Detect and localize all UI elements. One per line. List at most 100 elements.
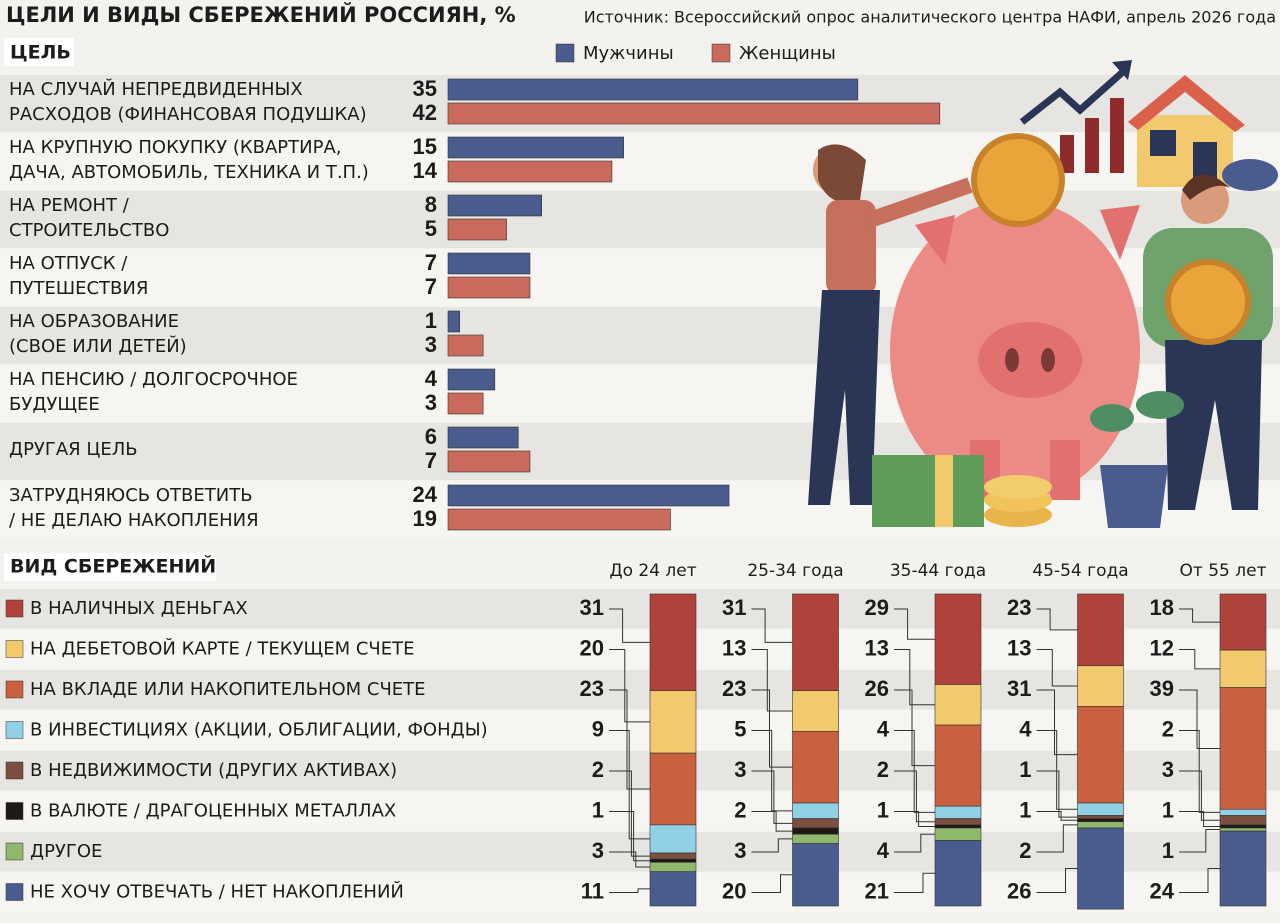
legend-swatch [711, 43, 731, 63]
bar [447, 426, 519, 449]
category-label: ДРУГАЯ ЦЕЛЬ [9, 439, 138, 460]
value-label: 39 [1150, 676, 1174, 701]
legend-swatch [5, 802, 24, 820]
bar [447, 508, 671, 531]
bar [447, 450, 531, 473]
value-label: 9 [592, 716, 604, 741]
category-label: СТРОИТЕЛЬСТВО [9, 220, 169, 241]
value-label: 14 [413, 158, 438, 183]
leader-line [1036, 770, 1078, 818]
segment [1077, 818, 1124, 823]
segment [792, 802, 839, 819]
value-label: 26 [865, 676, 889, 701]
row-band [0, 710, 1280, 750]
category-label: БУДУЩЕЕ [9, 394, 100, 415]
value-label: 13 [722, 635, 746, 660]
category-label: НА СЛУЧАЙ НЕПРЕДВИДЕННЫХ [9, 78, 303, 100]
value-label: 1 [1019, 757, 1031, 782]
leader-line [1036, 689, 1078, 756]
leader-line [894, 689, 935, 767]
leader-line [1179, 811, 1220, 827]
group-label: От 55 лет [1180, 561, 1267, 581]
leader-line [1179, 649, 1220, 670]
plot: Мужчины Женщины НА СЛУЧАЙ НЕПРЕДВИДЕННЫХ РА… [5, 43, 1267, 910]
legend-swatch [5, 680, 24, 699]
section-box [4, 38, 74, 66]
value-label: 5 [425, 216, 437, 241]
value-label: 23 [580, 676, 604, 701]
segment [792, 843, 839, 907]
value-label: 31 [722, 595, 746, 620]
segment [1077, 706, 1124, 804]
value-label: 23 [1007, 595, 1031, 620]
leader-line [1036, 608, 1078, 631]
value-label: 6 [425, 424, 437, 449]
legend-swatch [5, 599, 24, 618]
legend-swatch [555, 43, 575, 63]
value-label: 1 [592, 797, 604, 822]
leader-line [1036, 649, 1078, 687]
segment [1219, 687, 1267, 810]
segment [1219, 649, 1267, 688]
legend-label: В ИНВЕСТИЦИЯХ (АКЦИИ, ОБЛИГАЦИИ, ФОНДЫ) [30, 720, 488, 741]
value-label: 20 [722, 878, 746, 903]
segment [792, 593, 839, 692]
leader-line [894, 872, 935, 893]
leader-line [609, 608, 650, 643]
segment [1077, 821, 1124, 829]
bar [447, 368, 496, 391]
segment [1219, 824, 1267, 829]
legend-label: В НЕДВИЖИМОСТИ (ДРУГИХ АКТИВАХ) [30, 760, 397, 781]
segment [934, 593, 982, 685]
row-band [0, 589, 1280, 629]
segment [1077, 815, 1124, 819]
value-label: 31 [1007, 676, 1031, 701]
leader-line [1036, 868, 1078, 893]
value-label: 2 [1162, 716, 1174, 741]
category-label: НА ПЕНСИЮ / ДОЛГОСРОЧНОЕ [9, 369, 298, 390]
value-label: 4 [1019, 716, 1032, 741]
value-label: 4 [877, 716, 890, 741]
segment [649, 593, 697, 692]
value-label: 7 [425, 448, 437, 473]
category-label: РАСХОДОВ (ФИНАНСОВАЯ ПОДУШКА) [9, 104, 367, 125]
segment [1077, 593, 1124, 667]
category-label: ПУТЕШЕСТВИЯ [9, 278, 148, 299]
value-label: 2 [734, 797, 746, 822]
category-label: НА КРУПНУЮ ПОКУПКУ (КВАРТИРА, [9, 137, 342, 158]
segment [649, 862, 697, 872]
value-label: 13 [1007, 635, 1031, 660]
leader-line [751, 770, 793, 824]
title: ЦЕЛИ И ВИДЫ СБЕРЕЖЕНИЙ РОССИЯН, % [6, 2, 516, 27]
legend-swatch [5, 721, 24, 739]
segment [1219, 827, 1267, 832]
category-label: / НЕ ДЕЛАЮ НАКОПЛЕНИЯ [9, 510, 259, 531]
value-label: 1 [425, 308, 437, 333]
value-label: 1 [1162, 838, 1174, 863]
legend-label: В ВАЛЮТЕ / ДРАГОЦЕННЫХ МЕТАЛЛАХ [30, 801, 396, 822]
legend-label: Мужчины [583, 43, 674, 64]
legend-swatch [5, 640, 24, 658]
value-label: 24 [413, 482, 438, 507]
segment [1219, 593, 1267, 651]
leader-line [1179, 868, 1220, 893]
leader-line [894, 770, 935, 823]
bar [447, 136, 624, 159]
value-label: 31 [580, 595, 604, 620]
bar [447, 310, 461, 333]
value-label: 2 [592, 757, 604, 782]
segment [649, 871, 697, 907]
value-label: 26 [1007, 878, 1031, 903]
leader-line [609, 689, 650, 790]
leader-line [751, 649, 793, 712]
category-label: НА ОБРАЗОВАНИЕ [9, 311, 179, 332]
segment [1219, 815, 1267, 826]
value-label: 3 [592, 838, 604, 863]
section-title: ВИД СБЕРЕЖЕНИЙ [10, 555, 216, 578]
value-label: 20 [580, 635, 604, 660]
value-label: 1 [1162, 797, 1174, 822]
segment [792, 730, 839, 804]
leader-line [1179, 608, 1220, 623]
leader-line [751, 811, 793, 832]
legend-swatch [5, 883, 24, 901]
